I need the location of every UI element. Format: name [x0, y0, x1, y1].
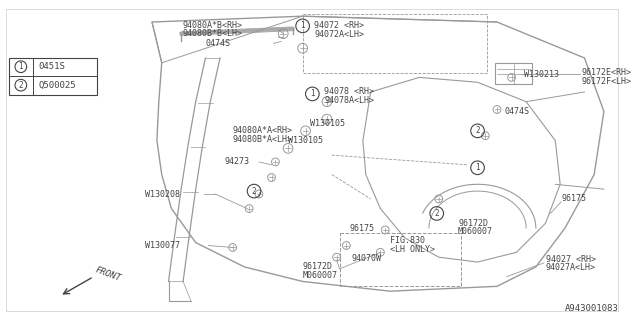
Text: 1: 1 [19, 62, 23, 71]
Text: 94273: 94273 [225, 157, 250, 166]
Text: 2: 2 [435, 209, 439, 218]
Bar [340, 233, 461, 286]
Text: 96172D: 96172D [303, 262, 333, 271]
Text: 94072A<LH>: 94072A<LH> [314, 30, 364, 39]
Text: 94080A*A<RH>: 94080A*A<RH> [233, 126, 292, 135]
Bar [495, 63, 532, 84]
Bar [303, 14, 487, 73]
Text: 2: 2 [252, 187, 257, 196]
Text: W130105: W130105 [288, 136, 323, 145]
Text: M060007: M060007 [458, 228, 493, 236]
Text: 94080B*A<LH>: 94080B*A<LH> [233, 135, 292, 144]
Text: 96175: 96175 [561, 194, 586, 204]
Text: 0474S: 0474S [205, 39, 230, 48]
Text: 1: 1 [310, 89, 315, 99]
Text: 96175: 96175 [349, 224, 374, 233]
Text: 2: 2 [476, 126, 480, 135]
Text: 0451S: 0451S [38, 62, 65, 71]
Text: 2: 2 [19, 81, 23, 90]
Text: A943001083: A943001083 [564, 304, 618, 313]
Text: 94072 <RH>: 94072 <RH> [314, 21, 364, 30]
Text: 94080A*B<RH>: 94080A*B<RH> [182, 21, 242, 30]
Text: 96172F<LH>: 96172F<LH> [582, 77, 632, 86]
Text: W130077: W130077 [145, 241, 180, 250]
Text: <LH ONLY>: <LH ONLY> [390, 245, 435, 254]
Text: M060007: M060007 [303, 271, 338, 280]
Text: W130105: W130105 [310, 119, 346, 128]
Text: 94078 <RH>: 94078 <RH> [324, 87, 374, 96]
Text: 1: 1 [300, 21, 305, 30]
Text: Q500025: Q500025 [38, 81, 76, 90]
Text: W130213: W130213 [524, 70, 559, 79]
Bar [9, 58, 97, 95]
Text: FIG.830: FIG.830 [390, 236, 425, 245]
Text: 94078A<LH>: 94078A<LH> [324, 96, 374, 105]
Text: 94070W: 94070W [351, 254, 381, 263]
Text: W130208: W130208 [145, 189, 180, 198]
Text: 96172D: 96172D [458, 219, 488, 228]
Text: 94080B*B<LH>: 94080B*B<LH> [182, 29, 242, 38]
Text: 94027 <RH>: 94027 <RH> [545, 255, 596, 264]
Text: 1: 1 [476, 163, 480, 172]
Text: FRONT: FRONT [93, 266, 122, 284]
Text: 0474S: 0474S [505, 107, 530, 116]
Text: 94027A<LH>: 94027A<LH> [545, 263, 596, 272]
Text: 96172E<RH>: 96172E<RH> [582, 68, 632, 77]
